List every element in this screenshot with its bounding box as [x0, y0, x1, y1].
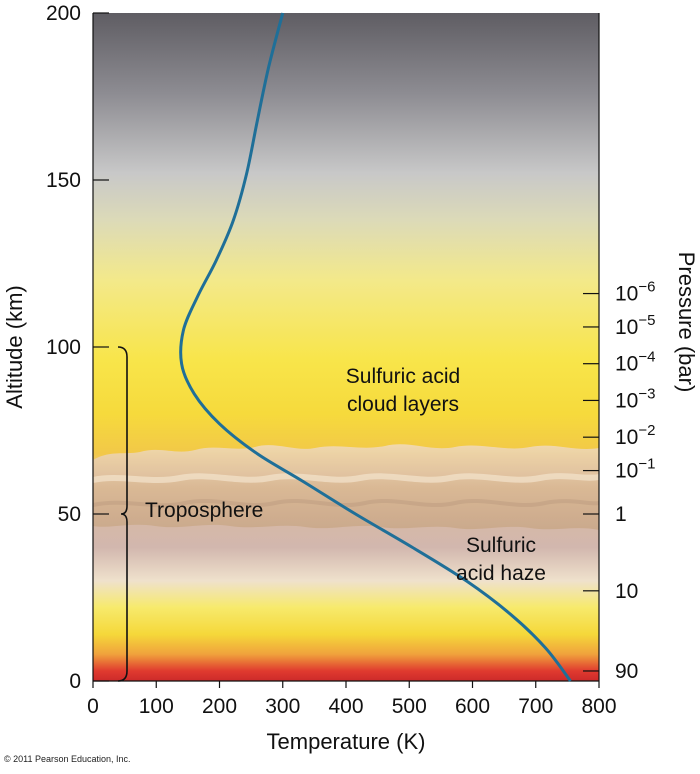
pressure-tick-label: 10−1: [615, 456, 655, 483]
pressure-tick-label: 10: [615, 580, 638, 603]
pressure-tick-label: 10−4: [615, 349, 655, 376]
x-tick-label: 300: [265, 695, 300, 718]
x-axis-ticks: 0 100 200 300 400 500 600 700 800: [87, 681, 617, 718]
troposphere-label: Troposphere: [145, 499, 263, 522]
x-tick-label: 0: [87, 695, 99, 718]
y-tick-label: 0: [69, 670, 81, 693]
x-tick-label: 700: [518, 695, 553, 718]
plot-background: [93, 13, 599, 681]
x-tick-label: 500: [392, 695, 427, 718]
cloud-layers-label-line1: Sulfuric acid: [346, 365, 460, 388]
y-tick-label: 200: [46, 2, 81, 25]
pressure-tick-label: 90: [615, 660, 638, 683]
pressure-tick-label: 10−6: [615, 279, 655, 306]
pressure-tick-label: 10−3: [615, 385, 655, 412]
x-tick-label: 600: [455, 695, 490, 718]
y-tick-label: 100: [46, 336, 81, 359]
cloud-band: [92, 444, 600, 530]
y-tick-label: 150: [46, 169, 81, 192]
pressure-axis-ticks: 10−6 10−5 10−4 10−3 10−2 10−1 1 10 90: [583, 279, 655, 683]
pressure-axis-title: Pressure (bar): [674, 252, 699, 393]
x-tick-label: 200: [202, 695, 237, 718]
haze-label-line1: Sulfuric: [466, 534, 536, 557]
y-axis-ticks: 0 50 100 150 200: [46, 2, 109, 693]
x-axis-title: Temperature (K): [267, 729, 426, 754]
copyright-notice: © 2011 Pearson Education, Inc.: [4, 754, 131, 764]
troposphere-brace: [117, 346, 128, 682]
x-tick-label: 100: [139, 695, 174, 718]
pressure-tick-label: 10−5: [615, 312, 655, 339]
x-tick-label: 400: [328, 695, 363, 718]
temperature-profile-line: [179, 12, 572, 682]
haze-label-line2: acid haze: [456, 562, 546, 585]
pressure-tick-label: 10−2: [615, 422, 655, 449]
pressure-tick-label: 1: [615, 503, 627, 526]
cloud-layers-label-line2: cloud layers: [347, 393, 459, 416]
y-tick-label: 50: [58, 503, 81, 526]
x-tick-label: 800: [581, 695, 616, 718]
y-axis-title: Altitude (km): [2, 285, 27, 408]
